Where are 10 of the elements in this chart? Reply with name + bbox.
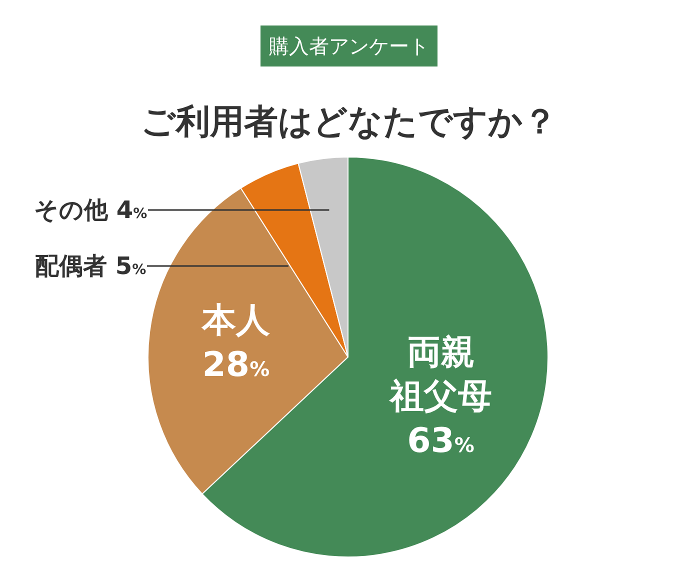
chart-title: ご利用者はどなたですか？ — [141, 102, 557, 142]
data-label: 4% — [116, 196, 148, 224]
data-label: 28% — [202, 344, 270, 385]
data-label: 63% — [407, 420, 474, 461]
slice-label: 両親祖父母 — [388, 332, 492, 417]
slice-label: 本人 — [200, 300, 271, 341]
slice-label: 配偶者 — [35, 252, 107, 280]
chart-subtitle: 購入者アンケート — [269, 34, 429, 58]
slice-label: その他 — [34, 196, 108, 224]
data-label: 5% — [115, 252, 146, 280]
